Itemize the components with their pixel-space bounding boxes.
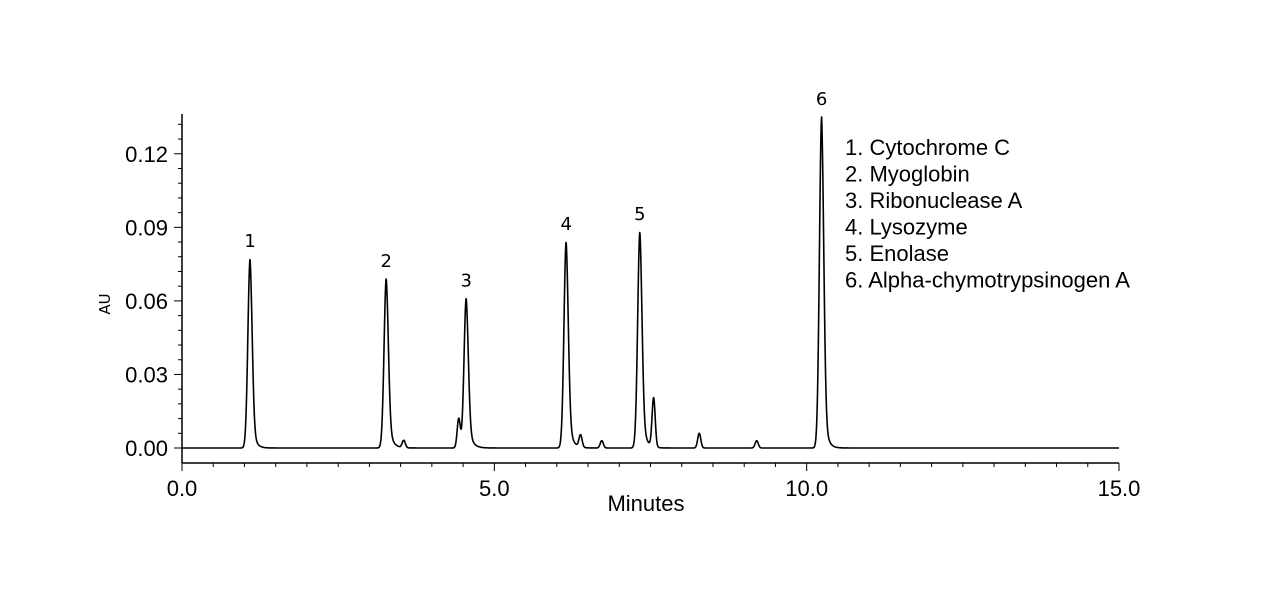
y-tick-label: 0.00: [125, 436, 168, 461]
y-tick-label: 0.06: [125, 289, 168, 314]
y-tick-label: 0.12: [125, 142, 168, 167]
x-tick-label: 0.0: [167, 476, 198, 501]
peak-label-1: 1: [244, 231, 255, 252]
peak-label-4: 4: [560, 214, 571, 235]
x-tick-label: 15.0: [1098, 476, 1141, 501]
y-tick-label: 0.03: [125, 362, 168, 387]
peak-label-5: 5: [634, 204, 645, 225]
y-axis-title: AU: [96, 293, 114, 314]
x-axis-title: Minutes: [607, 491, 684, 516]
legend-entry: 1. Cytochrome C: [845, 135, 1010, 160]
chromatogram-trace: [181, 116, 1119, 449]
y-tick-label: 0.09: [125, 215, 168, 240]
legend-entry: 4. Lysozyme: [845, 215, 968, 240]
peak-label-2: 2: [381, 251, 392, 272]
trace-layer: [181, 116, 1119, 449]
peak-label-6: 6: [816, 89, 827, 110]
peak-labels: 1 2 3 4 5 6: [244, 89, 827, 291]
peak-label-3: 3: [460, 270, 471, 291]
axes: 0.00 0.03 0.06 0.09 0.12 0.0 5.0 10.0 15.0 Minute…: [96, 114, 1140, 516]
legend-entry: 5. Enolase: [845, 241, 949, 266]
x-tick-label: 5.0: [479, 476, 510, 501]
legend-entry: 6. Alpha-chymotrypsinogen A: [845, 268, 1130, 293]
legend-entry: 2. Myoglobin: [845, 162, 970, 187]
legend-entry: 3. Ribonuclease A: [845, 188, 1023, 213]
x-tick-label: 10.0: [785, 476, 828, 501]
